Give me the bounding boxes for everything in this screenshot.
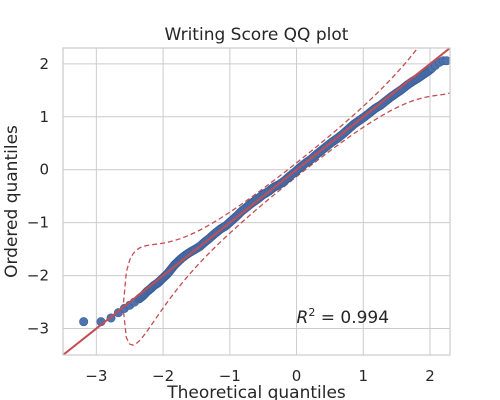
confidence-band-layer — [82, 48, 450, 346]
y-tick-label: −2 — [27, 267, 49, 285]
chart-title: Writing Score QQ plot — [165, 25, 349, 45]
plot-area — [63, 48, 450, 355]
x-axis-title: Theoretical quantiles — [166, 383, 346, 400]
plot-frame — [62, 47, 451, 356]
y-tick-label: −1 — [27, 214, 49, 232]
x-tick-label: 0 — [292, 367, 302, 385]
grid — [63, 48, 450, 355]
y-tick-label: 0 — [39, 161, 49, 179]
r-squared-annotation: R2 = 0.994 — [297, 306, 390, 328]
confidence-band-upper — [82, 48, 419, 340]
fit-line-layer — [63, 48, 450, 355]
y-tick-label: 1 — [39, 108, 49, 126]
x-tick-label: 2 — [425, 367, 435, 385]
y-tick-label: 2 — [39, 55, 49, 73]
r-squared-value: = 0.994 — [315, 308, 389, 328]
r-squared-superscript: 2 — [308, 306, 315, 319]
qq-point — [442, 56, 450, 66]
x-tick-label: 1 — [358, 367, 368, 385]
x-tick-label: −2 — [152, 367, 174, 385]
x-tick-labels: −3 −2 −1 0 1 2 — [85, 367, 434, 385]
r-squared-prefix: R — [297, 308, 309, 328]
y-tick-labels: −3 −2 −1 0 1 2 — [27, 55, 49, 338]
fit-line — [63, 48, 450, 355]
x-tick-label: −1 — [219, 367, 241, 385]
y-axis-title: Ordered quantiles — [2, 125, 22, 278]
x-tick-label: −3 — [85, 367, 107, 385]
qq-point — [79, 317, 89, 327]
y-tick-label: −3 — [27, 320, 49, 338]
